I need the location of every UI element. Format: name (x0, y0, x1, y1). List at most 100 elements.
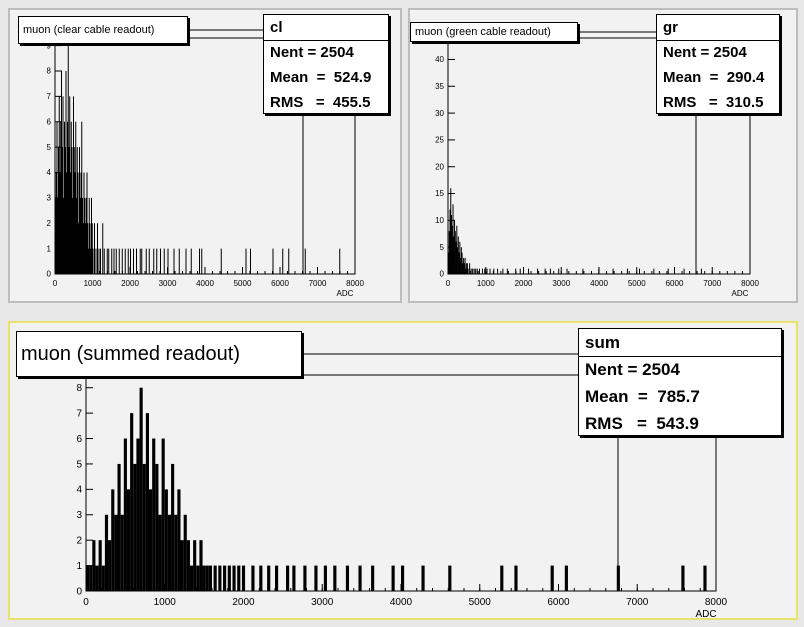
histogram-bar (464, 257, 466, 274)
histogram-bar (478, 268, 480, 274)
x-tick-label: 1000 (84, 279, 102, 288)
histogram-bar (189, 565, 194, 591)
histogram-bar (202, 565, 206, 591)
x-tick-label: 0 (446, 279, 451, 288)
histogram-bar (667, 268, 669, 274)
histogram-bar (288, 248, 290, 274)
histogram-bar (304, 248, 306, 274)
histogram-bar (185, 248, 187, 274)
histogram-bar (566, 268, 568, 274)
x-axis-label: ADC (732, 289, 749, 298)
histogram-bar (98, 540, 102, 591)
x-tick-label: 3000 (552, 279, 570, 288)
histogram-bar (79, 197, 81, 274)
histogram-bar (371, 565, 375, 591)
histogram-bar (486, 268, 488, 274)
stats-separator (579, 356, 781, 357)
histogram-bar (549, 268, 551, 274)
histogram-bar (612, 268, 614, 274)
histogram-bar (213, 565, 217, 591)
x-tick-label: 2000 (515, 279, 533, 288)
histogram-bar (57, 197, 59, 274)
histogram-bar (114, 514, 118, 591)
stats-entries: Nent = 2504 (270, 43, 354, 61)
histogram-bar (528, 268, 530, 274)
histogram-bar (148, 248, 150, 274)
histogram-bar (462, 263, 464, 274)
histogram-bar (64, 121, 65, 274)
pad-clear-cable[interactable]: 0 1000 2000 3000 4000 5000 6000 7000 8000 ADC 0 1 2 3… (8, 8, 402, 303)
y-tick-label: 0 (440, 270, 445, 279)
histogram-bar (161, 438, 165, 591)
histogram-bar (174, 514, 178, 591)
histogram-bar (180, 540, 184, 591)
histogram-title-box: muon (summed readout) (16, 331, 302, 377)
histogram-bar (95, 565, 99, 591)
histogram-bar (199, 540, 203, 591)
histogram-bar (82, 223, 84, 274)
y-tick-label: 7 (47, 92, 52, 101)
histogram-bar (196, 565, 200, 591)
histogram-bar (339, 248, 341, 274)
histogram-bar (78, 223, 80, 274)
histogram-bar (178, 248, 180, 274)
histogram-bar (639, 268, 641, 274)
pad-green-cable[interactable]: 0 1000 2000 3000 4000 5000 6000 7000 8000 ADC 0 5 10… (408, 8, 798, 303)
histogram-bar (497, 268, 499, 274)
histogram-bar (126, 489, 131, 591)
histogram-bar (74, 172, 76, 274)
histogram-bar (75, 121, 77, 274)
histogram-bar (514, 565, 518, 591)
histogram-bar (550, 565, 554, 591)
histogram-bar (272, 248, 274, 274)
stats-box: gr Nent = 2504 Mean = 290.4 RMS = 310.5 (656, 14, 780, 114)
histogram-bar (193, 540, 197, 591)
histogram-bar (130, 413, 134, 591)
histogram-bar (90, 248, 92, 274)
histogram-bar (68, 147, 70, 274)
histogram-bar (124, 248, 126, 274)
histogram-bar (156, 248, 158, 274)
x-tick-label: 7000 (703, 279, 721, 288)
histogram-bar (136, 438, 140, 591)
histogram-bar (152, 438, 156, 591)
histogram-bar (461, 252, 463, 274)
histogram-bar (163, 248, 165, 274)
x-tick-label: 0 (53, 279, 58, 288)
histogram-bar (460, 247, 462, 274)
histogram-bar (113, 248, 115, 274)
y-tick-label: 7 (76, 408, 82, 419)
histogram-bar (103, 248, 105, 274)
x-tick-label: 5000 (234, 279, 252, 288)
histogram-bar (77, 172, 79, 274)
x-tick-label: 1000 (477, 279, 495, 288)
histogram-bar (456, 225, 458, 274)
y-tick-label: 2 (76, 536, 82, 547)
histogram-bar (70, 172, 71, 274)
stats-mean: Mean = 524.9 (270, 68, 372, 86)
histogram-bar (136, 248, 137, 274)
histogram-bar (73, 147, 75, 274)
histogram-bar (473, 268, 475, 274)
histogram-bar (127, 248, 129, 274)
x-tick-label: 8000 (705, 597, 728, 608)
histogram-title: muon (green cable readout) (415, 26, 551, 39)
x-tick-label: 6000 (547, 597, 570, 608)
histogram-bar (250, 248, 251, 274)
histogram-title: muon (clear cable readout) (23, 24, 155, 37)
y-tick-label: 8 (47, 67, 52, 76)
x-tick-label: 7000 (626, 597, 649, 608)
x-tick-label: 1000 (154, 597, 177, 608)
histogram-bar (467, 268, 469, 274)
histogram-bar (94, 223, 95, 274)
y-tick-label: 9 (47, 41, 52, 50)
histogram-bar (70, 121, 72, 274)
histogram-bar (481, 268, 483, 274)
histogram-bar (259, 565, 263, 591)
pad-summed[interactable]: 0 1000 2000 3000 4000 5000 6000 7000 8000 ADC 0 1 2 3… (8, 321, 798, 620)
histogram-bar (173, 248, 175, 274)
histogram-bar (62, 96, 64, 274)
stats-box: sum Nent = 2504 Mean = 785.7 RMS = 543.9 (578, 328, 782, 436)
y-tick-label: 1 (76, 561, 82, 572)
